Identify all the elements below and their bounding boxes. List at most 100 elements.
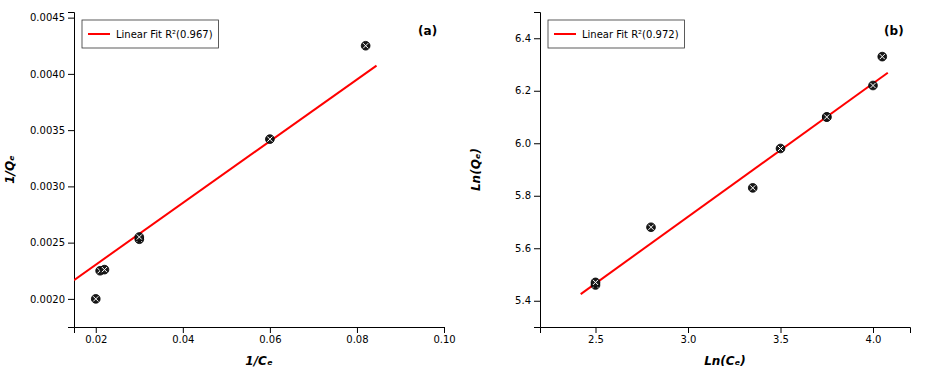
tick-mark	[444, 327, 445, 333]
point-marker	[135, 233, 144, 242]
tick-mark	[534, 38, 540, 39]
legend: Linear Fit R²(0.967)	[82, 20, 219, 48]
axis-line	[541, 328, 911, 334]
point-marker	[748, 184, 757, 193]
tick: 0.0040	[30, 69, 74, 80]
point	[822, 113, 831, 122]
tick-label: 3.0	[681, 334, 697, 345]
point	[776, 144, 785, 153]
point-marker	[361, 41, 370, 50]
point	[878, 52, 887, 61]
point	[266, 135, 275, 144]
tick-label: 0.06	[259, 334, 281, 345]
legend-box	[548, 20, 685, 48]
tick: 0.06	[259, 327, 281, 345]
plot-area	[581, 52, 888, 294]
point-cross	[750, 185, 755, 190]
legend-label: Linear Fit R²(0.972)	[582, 29, 679, 40]
tick-label: 0.04	[172, 334, 194, 345]
point-cross	[137, 234, 142, 239]
point-marker	[100, 265, 109, 274]
tick-label: 0.08	[346, 334, 368, 345]
point-cross	[648, 225, 653, 230]
tick-label: 5.6	[515, 243, 531, 254]
x-axis: 0.02 0.04 0.06 0.08 0.10	[75, 327, 456, 345]
axis-line	[68, 13, 75, 328]
point-cross	[267, 137, 272, 142]
panel: 2.53.03.54.05.45.65.86.06.26.4Ln(Cₑ)Ln(Q…	[469, 13, 911, 369]
point	[869, 81, 878, 90]
tick-mark	[68, 130, 74, 131]
tick-mark	[534, 196, 540, 197]
tick-label: 2.5	[588, 334, 604, 345]
legend-label: Linear Fit R²(0.967)	[116, 29, 213, 40]
point-cross	[93, 296, 98, 301]
tick-label: 0.10	[433, 334, 455, 345]
tick: 4.0	[866, 327, 882, 345]
tick: 0.08	[346, 327, 368, 345]
tick: 5.8	[515, 190, 540, 201]
point-cross	[593, 280, 598, 285]
point	[748, 184, 757, 193]
tick-mark	[68, 299, 74, 300]
tick-mark	[534, 248, 540, 249]
point-cross	[778, 146, 783, 151]
point-marker	[91, 295, 100, 304]
fit-line	[581, 73, 888, 294]
tick: 3.0	[681, 327, 697, 345]
tick: 0.0045	[30, 12, 74, 23]
legend-box	[82, 20, 219, 48]
point	[91, 295, 100, 304]
point-marker	[647, 223, 656, 232]
tick-mark	[357, 327, 358, 333]
tick-label: 0.0035	[30, 125, 65, 136]
x-axis: 2.5 3.0 3.5 4.0	[541, 327, 911, 345]
tick: 5.6	[515, 243, 540, 254]
tick-mark	[68, 18, 74, 19]
point	[100, 265, 109, 274]
legend: Linear Fit R²(0.972)	[548, 20, 685, 48]
tick: 3.5	[773, 327, 789, 345]
tick-mark	[270, 327, 271, 333]
tick: 6.0	[515, 138, 540, 149]
tick-mark	[873, 327, 874, 333]
tick-label: 0.0030	[30, 181, 65, 192]
panel-label: (a)	[418, 24, 437, 38]
panel-label: (b)	[884, 24, 904, 38]
point-cross	[363, 43, 368, 48]
tick-label: 5.8	[515, 190, 531, 201]
tick: 0.0020	[30, 294, 74, 305]
y-axis-title: 1/Qₑ	[3, 155, 17, 184]
point-cross	[102, 267, 107, 272]
y-axis: 5.45.65.86.06.26.4	[515, 13, 540, 328]
tick-mark	[534, 91, 540, 92]
figure: 0.020.040.060.080.100.00200.00250.00300.…	[0, 0, 933, 375]
y-axis-title: Ln(Qₑ)	[469, 148, 483, 191]
point-cross	[880, 54, 885, 59]
point-marker	[266, 135, 275, 144]
point-marker	[822, 113, 831, 122]
tick-mark	[534, 143, 540, 144]
legend-swatch	[554, 33, 576, 35]
axis-line	[75, 328, 445, 334]
tick-label: 6.0	[515, 138, 531, 149]
plot-area	[74, 41, 377, 303]
tick: 0.0025	[30, 237, 74, 248]
tick-label: 4.0	[866, 334, 882, 345]
tick-label: 6.4	[515, 33, 531, 44]
y-axis: 0.0020 0.0025 0.0030 0.0035 0.0040 0.0045	[30, 12, 75, 327]
tick: 0.0030	[30, 181, 74, 192]
tick-mark	[534, 301, 540, 302]
point-marker	[869, 81, 878, 90]
tick-label: 3.5	[773, 334, 789, 345]
fit-line	[74, 66, 377, 281]
point	[135, 233, 144, 242]
tick: 0.0035	[30, 125, 74, 136]
tick-mark	[68, 186, 74, 187]
point	[647, 223, 656, 232]
tick-mark	[96, 327, 97, 333]
x-axis-title: Ln(Cₑ)	[704, 354, 746, 368]
point	[591, 278, 600, 287]
tick: 0.02	[85, 327, 107, 345]
tick-label: 0.0020	[30, 294, 65, 305]
